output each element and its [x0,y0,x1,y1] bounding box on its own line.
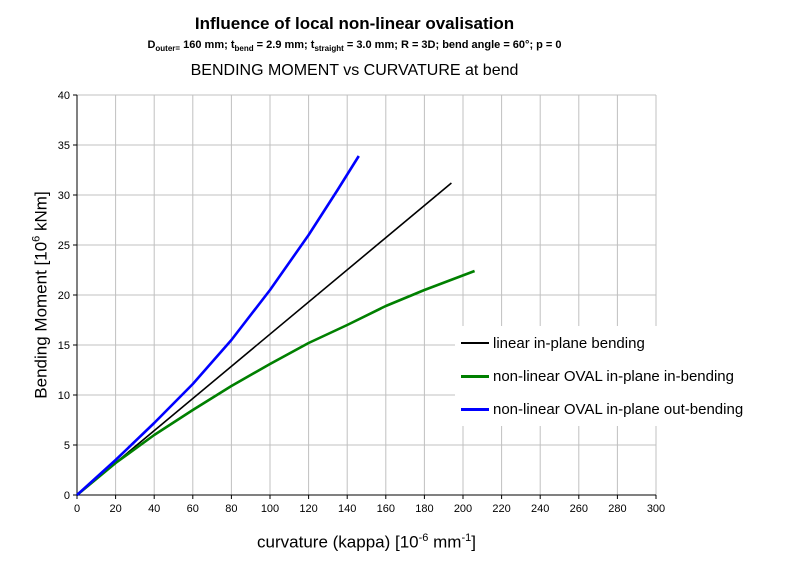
legend-label: non-linear OVAL in-plane in-bending [493,367,734,385]
chart-title: Influence of local non-linear ovalisatio… [194,14,515,33]
y-tick-label: 10 [58,390,70,402]
x-tick-label: 240 [531,503,549,515]
x-tick-label: 100 [261,503,279,515]
y-tick-label: 15 [58,340,70,352]
subtitle-sub: bend [234,44,254,54]
x-tick-label: 80 [225,503,237,515]
legend: linear in-plane bending non-linear OVAL … [455,326,790,426]
legend-item-out-bending: non-linear OVAL in-plane out-bending [461,399,743,419]
x-tick-label: 40 [148,503,160,515]
y-label-text: kNm] [31,191,51,236]
x-tick-label: 0 [74,503,80,515]
x-tick-label: 120 [299,503,317,515]
x-label-text: mm [428,532,462,552]
x-tick-label: 160 [377,503,395,515]
x-label-text: ] [471,532,476,552]
subtitle-part: = 3.0 mm; R = 3D; bend angle = 60°; p = … [343,39,562,51]
y-tick-label: 0 [64,490,70,502]
x-axis-label: curvature (kappa) [10-6 mm-1] [0,532,733,553]
subtitle-sub: straight [314,44,344,54]
x-tick-label: 60 [187,503,199,515]
series-line-2 [76,155,360,496]
x-tick-label: 300 [647,503,665,515]
legend-swatch [461,342,489,344]
x-tick-label: 220 [492,503,510,515]
x-tick-label: 280 [608,503,626,515]
x-tick-label: 200 [454,503,472,515]
y-tick-label: 35 [58,140,70,152]
x-label-text: curvature (kappa) [10 [257,532,419,552]
x-tick-label: 180 [415,503,433,515]
y-label-text: Bending Moment [10 [31,241,51,399]
legend-label: non-linear OVAL in-plane out-bending [493,400,744,418]
y-label-sup: 6 [30,235,43,242]
legend-swatch [461,374,489,378]
series-line-0 [76,182,452,496]
y-tick-label: 30 [58,190,70,202]
subtitle-part: 160 mm; t [180,39,235,51]
legend-swatch [461,407,489,411]
chart-title-2: BENDING MOMENT vs CURVATURE at bend [190,62,519,79]
x-tick-label: 260 [570,503,588,515]
x-tick-label: 20 [109,503,121,515]
y-tick-label: 20 [58,290,70,302]
series-line-1 [76,269,476,497]
x-label-sup: -1 [461,532,472,544]
x-tick-label: 140 [338,503,356,515]
subtitle-part: D [147,39,156,51]
y-tick-label: 40 [58,90,70,102]
legend-item-linear: linear in-plane bending [461,333,645,353]
legend-item-in-bending: non-linear OVAL in-plane in-bending [461,366,734,386]
subtitle-part: = 2.9 mm; t [253,39,315,51]
y-tick-label: 25 [58,240,70,252]
legend-label: linear in-plane bending [493,334,645,352]
y-axis-label: Bending Moment [106 kNm] [31,191,52,398]
chart-subtitle: Douter= 160 mm; tbend = 2.9 mm; tstraigh… [0,39,756,53]
x-label-sup: -6 [418,532,429,544]
y-tick-label: 5 [64,440,70,452]
subtitle-sub: outer= [155,44,181,54]
